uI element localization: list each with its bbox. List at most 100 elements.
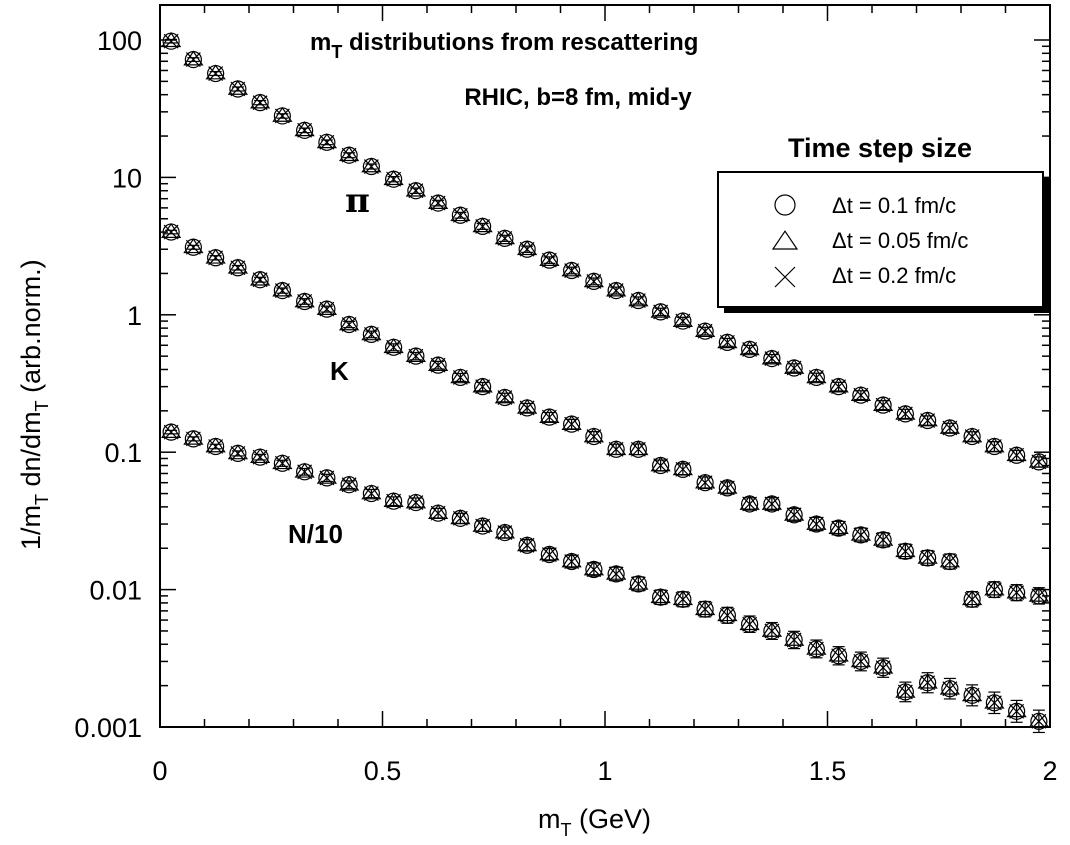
cross-marker: [920, 675, 936, 691]
triangle-marker: [872, 530, 894, 546]
cross-marker: [675, 461, 691, 477]
cross-marker: [230, 81, 246, 97]
cross-marker: [519, 400, 535, 416]
triangle-marker: [561, 261, 582, 277]
cross-marker: [608, 441, 624, 457]
cross-marker: [1031, 588, 1047, 604]
cross-marker: [319, 470, 335, 486]
triangle-marker: [961, 590, 983, 606]
triangle-marker: [694, 322, 716, 338]
cross-marker: [363, 326, 379, 342]
pion-label: π: [345, 181, 370, 221]
cross-marker: [942, 681, 958, 697]
cross-marker: [1031, 454, 1047, 470]
series-0: [160, 32, 1050, 471]
triangle-marker: [227, 79, 249, 95]
triangle-marker: [739, 494, 760, 510]
triangle-marker: [272, 281, 293, 297]
cross-marker: [519, 241, 535, 257]
cross-marker: [452, 207, 468, 223]
cross-marker: [653, 458, 669, 473]
y-tick-label: 1: [127, 301, 142, 331]
triangle-marker: [294, 121, 315, 137]
triangle-marker: [450, 206, 471, 222]
triangle-marker: [739, 615, 760, 631]
x-axis-title: mT (GeV): [538, 804, 651, 840]
cross-marker: [630, 576, 646, 592]
triangle-marker: [383, 492, 404, 508]
triangle-marker: [405, 181, 427, 197]
cross-marker: [1009, 447, 1025, 463]
triangle-marker: [316, 299, 338, 315]
legend-entry-dt-0.2: Δt = 0.2 fm/c: [832, 263, 956, 288]
cross-marker: [853, 654, 869, 669]
cross-marker: [185, 431, 201, 447]
triangle-marker: [917, 673, 938, 689]
triangle-marker: [961, 686, 983, 702]
triangle-marker: [1028, 586, 1050, 602]
cross-marker: [742, 496, 758, 512]
cross-marker: [1031, 713, 1047, 729]
triangle-marker: [316, 468, 338, 484]
triangle-marker: [783, 630, 805, 646]
cross-marker: [675, 591, 691, 607]
cross-marker: [764, 623, 780, 639]
cross-marker: [986, 582, 1002, 598]
cross-marker: [831, 648, 847, 664]
cross-marker: [252, 449, 268, 465]
series-2: [160, 422, 1050, 734]
triangle-marker: [427, 355, 449, 372]
cross-marker: [986, 439, 1002, 454]
cross-marker: [208, 66, 224, 81]
cross-marker: [764, 496, 780, 512]
cross-marker: [497, 525, 513, 541]
x-tick-label: 0.5: [364, 756, 402, 786]
cross-marker: [653, 589, 669, 605]
triangle-marker: [895, 682, 916, 698]
triangle-marker: [583, 272, 605, 288]
triangle-marker: [427, 193, 449, 209]
cross-marker: [608, 283, 624, 299]
triangle-marker: [338, 315, 360, 331]
cross-marker: [497, 230, 513, 246]
triangle-marker: [294, 462, 315, 478]
x-tick-label: 0: [152, 756, 167, 786]
triangle-marker: [539, 545, 560, 561]
cross-marker: [853, 527, 869, 543]
cross-marker: [786, 632, 802, 648]
triangle-marker: [160, 422, 182, 438]
triangle-marker: [539, 250, 560, 266]
triangle-marker: [761, 349, 783, 365]
triangle-marker: [672, 311, 694, 327]
cross-marker: [274, 108, 290, 124]
triangle-marker: [516, 398, 538, 414]
triangle-marker: [405, 493, 427, 509]
cross-marker: [185, 239, 201, 255]
triangle-marker: [272, 454, 293, 470]
kaon-label: K: [330, 356, 349, 386]
triangle-marker: [628, 574, 649, 590]
triangle-marker: [494, 388, 516, 404]
legend-entry-dt-0.1: Δt = 0.1 fm/c: [832, 193, 956, 218]
triangle-marker: [338, 146, 360, 162]
triangle-marker: [516, 240, 538, 256]
cross-marker: [564, 554, 580, 569]
cross-marker: [719, 334, 735, 350]
triangle-marker: [583, 427, 605, 443]
triangle-marker: [761, 621, 783, 637]
cross-marker: [252, 272, 268, 288]
cross-marker: [230, 445, 246, 461]
cross-marker: [386, 171, 402, 187]
cross-marker: [297, 464, 313, 480]
cross-marker: [252, 95, 268, 111]
triangle-marker: [561, 414, 582, 431]
triangle-marker: [494, 523, 516, 539]
cross-marker: [185, 52, 201, 68]
triangle-marker: [605, 281, 627, 297]
cross-marker: [742, 616, 758, 632]
triangle-marker: [872, 395, 894, 412]
cross-marker: [163, 224, 179, 240]
cross-marker: [541, 409, 557, 425]
triangle-marker: [183, 429, 204, 445]
triangle-marker: [717, 478, 738, 494]
